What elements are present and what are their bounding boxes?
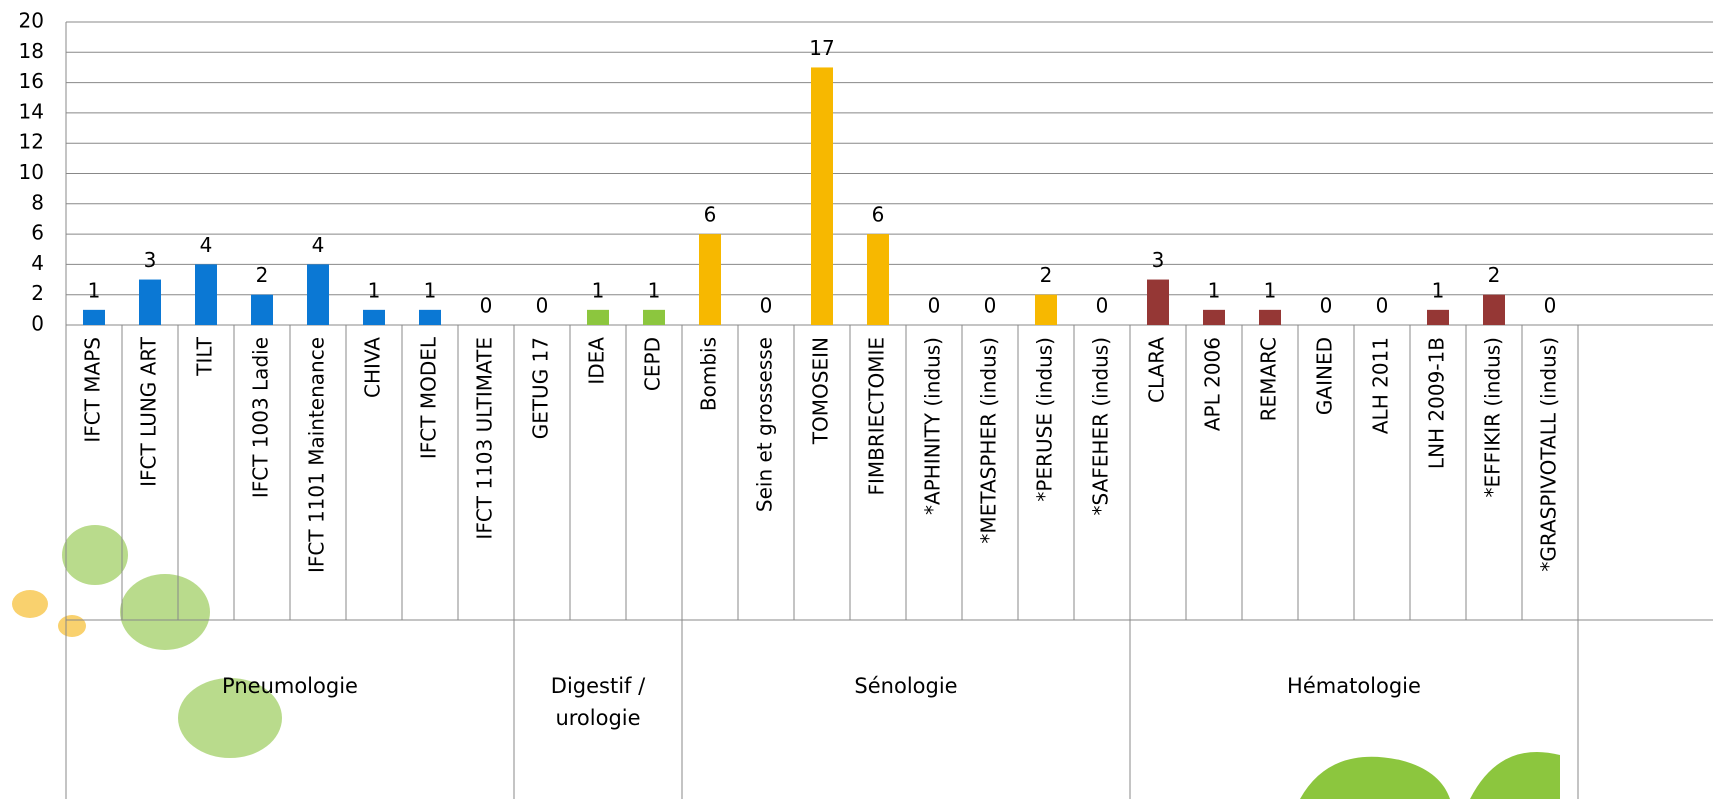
bar xyxy=(1035,294,1057,325)
y-tick-label: 16 xyxy=(19,69,44,93)
bar xyxy=(1203,309,1225,325)
y-tick-label: 4 xyxy=(31,251,44,275)
y-tick-label: 8 xyxy=(31,190,44,214)
bar xyxy=(587,309,609,325)
x-tick-label: IFCT 1103 ULTIMATE xyxy=(473,337,497,540)
x-tick-label: TILT xyxy=(193,336,217,377)
group-label: Digestif / urologie xyxy=(550,674,646,730)
data-label: 1 xyxy=(592,278,605,302)
bar xyxy=(195,264,217,325)
decor xyxy=(120,574,210,650)
y-tick-label: 12 xyxy=(19,130,44,154)
data-label: 0 xyxy=(536,294,549,318)
x-tick-label: ALH 2011 xyxy=(1369,337,1393,434)
data-label: 6 xyxy=(704,203,717,227)
data-label: 1 xyxy=(368,278,381,302)
bar xyxy=(867,234,889,325)
data-label: 3 xyxy=(1152,248,1165,272)
x-tick-label: LNH 2009-1B xyxy=(1425,337,1449,469)
bar xyxy=(699,234,721,325)
x-tick-label: IFCT MAPS xyxy=(81,337,105,443)
data-label: 0 xyxy=(984,294,997,318)
bar xyxy=(1147,279,1169,325)
x-tick-label: IFCT LUNG ART xyxy=(137,336,161,487)
data-label: 0 xyxy=(1544,294,1557,318)
y-tick-label: 18 xyxy=(19,39,44,63)
y-tick-label: 10 xyxy=(19,160,44,184)
decor xyxy=(58,615,86,637)
x-tick-label: APL 2006 xyxy=(1201,337,1225,431)
bar xyxy=(643,309,665,325)
data-label: 1 xyxy=(424,278,437,302)
bar xyxy=(811,67,833,325)
data-label: 6 xyxy=(872,203,885,227)
data-label: 0 xyxy=(928,294,941,318)
logo xyxy=(1470,751,1560,799)
data-label: 4 xyxy=(312,233,325,257)
x-tick-label: IFCT 1101 Maintenance xyxy=(305,337,329,573)
y-tick-label: 0 xyxy=(31,312,44,336)
data-label: 2 xyxy=(1488,263,1501,287)
data-label: 0 xyxy=(1376,294,1389,318)
x-tick-label: TOMOSEIN xyxy=(809,337,833,445)
data-label: 1 xyxy=(1432,278,1445,302)
x-tick-label: *GRASPIVOTALL (indus) xyxy=(1537,337,1561,572)
y-tick-label: 20 xyxy=(19,9,44,33)
bar xyxy=(1483,294,1505,325)
x-tick-label: CLARA xyxy=(1145,337,1169,403)
data-label: 2 xyxy=(1040,263,1053,287)
decor xyxy=(12,590,48,618)
y-tick-label: 6 xyxy=(31,221,44,245)
x-tick-label: GAINED xyxy=(1313,337,1337,415)
x-tick-label: *METASPHER (indus) xyxy=(977,337,1001,544)
data-label: 1 xyxy=(1264,278,1277,302)
data-label: 0 xyxy=(480,294,493,318)
x-tick-label: REMARC xyxy=(1257,337,1281,421)
bar xyxy=(83,309,105,325)
group-label: Pneumologie xyxy=(222,674,358,698)
group-label: Hématologie xyxy=(1287,674,1421,698)
data-label: 17 xyxy=(809,36,834,60)
logo xyxy=(1300,756,1450,799)
x-tick-label: FIMBRIECTOMIE xyxy=(865,337,889,496)
data-label: 2 xyxy=(256,263,269,287)
x-tick-label: IDEA xyxy=(585,337,609,385)
x-tick-label: CEPD xyxy=(641,337,665,391)
data-label: 1 xyxy=(648,278,661,302)
x-tick-label: *EFFIKIR (indus) xyxy=(1481,337,1505,497)
data-label: 1 xyxy=(1208,278,1221,302)
x-tick-label: Sein et grossesse xyxy=(753,337,777,512)
y-tick-label: 2 xyxy=(31,281,44,305)
x-tick-label: GETUG 17 xyxy=(529,337,553,439)
x-tick-label: IFCT MODEL xyxy=(417,336,441,459)
data-label: 4 xyxy=(200,233,213,257)
bar xyxy=(307,264,329,325)
decor xyxy=(62,525,128,585)
bar xyxy=(363,309,385,325)
data-label: 0 xyxy=(760,294,773,318)
x-tick-label: CHIVA xyxy=(361,337,385,398)
bar xyxy=(139,279,161,325)
x-tick-label: *PERUSE (indus) xyxy=(1033,337,1057,502)
x-tick-label: *APHINITY (indus) xyxy=(921,337,945,515)
x-tick-label: Bombis xyxy=(697,337,721,411)
bar xyxy=(251,294,273,325)
x-tick-label: IFCT 1003 Ladie xyxy=(249,337,273,498)
data-label: 3 xyxy=(144,248,157,272)
bar xyxy=(1427,309,1449,325)
group-label: Sénologie xyxy=(854,674,958,698)
data-label: 0 xyxy=(1320,294,1333,318)
bar xyxy=(419,309,441,325)
bar xyxy=(1259,309,1281,325)
data-label: 1 xyxy=(88,278,101,302)
y-tick-label: 14 xyxy=(19,99,44,123)
decor xyxy=(178,678,282,758)
data-label: 0 xyxy=(1096,294,1109,318)
x-tick-label: *SAFEHER (indus) xyxy=(1089,337,1113,515)
